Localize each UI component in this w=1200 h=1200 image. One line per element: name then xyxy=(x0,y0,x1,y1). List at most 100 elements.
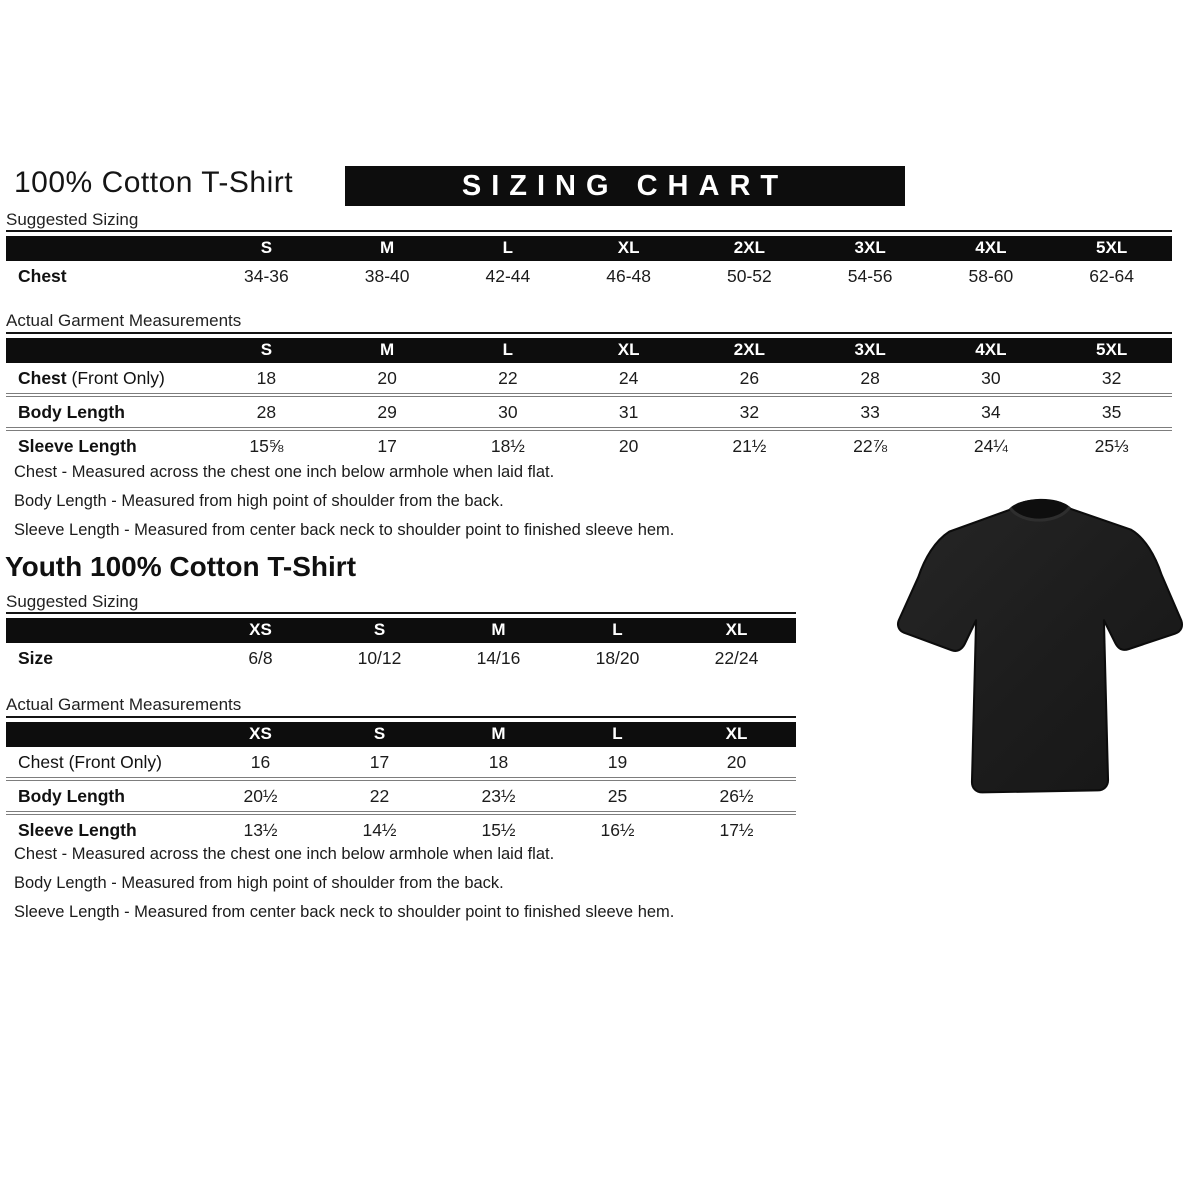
table-cell: 22 xyxy=(498,368,518,388)
column-header: L xyxy=(558,722,677,747)
youth-measurement-notes: Chest - Measured across the chest one in… xyxy=(14,840,674,927)
tshirt-collar-rib xyxy=(1008,505,1072,522)
row-label-suffix: (Front Only) xyxy=(66,368,165,388)
table-header-blank xyxy=(6,236,206,261)
adult-measurement-notes: Chest - Measured across the chest one in… xyxy=(14,458,674,545)
column-header: XL xyxy=(677,722,796,747)
table-cell: 19 xyxy=(607,752,628,772)
table-cell: 62-64 xyxy=(1089,266,1134,286)
sizing-chart-banner: SIZING CHART xyxy=(345,166,905,206)
adult-suggested-sizing-label: Suggested Sizing xyxy=(6,210,139,229)
adult-product-title: 100% Cotton T-Shirt xyxy=(14,166,294,199)
table-cell: 30 xyxy=(447,393,569,427)
row-label-chest-front-only: Chest (Front Only) xyxy=(6,363,206,393)
row-label-body-length: Body Length xyxy=(6,777,201,811)
youth-garment-measurements-label: Actual Garment Measurements xyxy=(6,695,242,714)
row-label-main: Chest xyxy=(18,368,67,388)
table-cell: 17½ xyxy=(677,811,796,845)
column-header: XS xyxy=(201,722,320,747)
youth-suggested-sizing-table: XS S M L XL Size 6/8 10/12 14/16 18/20 2… xyxy=(6,612,796,673)
note-chest: Chest - Measured across the chest one in… xyxy=(14,463,555,481)
table-header-blank xyxy=(6,618,201,643)
youth-suggested-sizing-label: Suggested Sizing xyxy=(6,592,139,611)
column-header: 3XL xyxy=(809,236,931,261)
table-cell: 24 xyxy=(618,368,639,388)
table-header-blank xyxy=(6,722,201,747)
column-header: 4XL xyxy=(930,338,1052,363)
table-cell: 20 xyxy=(377,368,397,388)
table-cell: 25 xyxy=(558,777,677,811)
table-cell: 22⅞ xyxy=(809,427,931,461)
row-label-sleeve-length: Sleeve Length xyxy=(6,427,206,461)
table-cell: 30 xyxy=(981,368,1001,388)
table-cell: 28 xyxy=(206,393,327,427)
column-header: 5XL xyxy=(1051,338,1172,363)
table-cell: 17 xyxy=(326,427,448,461)
table-cell: 38-40 xyxy=(364,266,410,286)
column-header: L xyxy=(447,338,569,363)
column-header: M xyxy=(326,236,448,261)
column-header: L xyxy=(558,618,677,643)
note-sleeve-length: Sleeve Length - Measured from center bac… xyxy=(14,903,675,921)
column-header: S xyxy=(320,618,439,643)
table-cell: 15½ xyxy=(439,811,558,845)
table-cell: 18½ xyxy=(447,427,569,461)
table-cell: 18 xyxy=(488,752,509,772)
table-cell: 22/24 xyxy=(714,648,759,668)
table-cell: 33 xyxy=(809,393,931,427)
table-cell: 58-60 xyxy=(968,266,1014,286)
adult-garment-measurements-table: S M L XL 2XL 3XL 4XL 5XL Chest (Front On… xyxy=(6,332,1172,461)
table-cell: 54-56 xyxy=(847,266,893,286)
table-cell: 42-44 xyxy=(485,266,531,286)
row-label-sleeve-length: Sleeve Length xyxy=(6,811,201,845)
column-header: S xyxy=(320,722,439,747)
row-label-size: Size xyxy=(18,648,54,668)
sizing-chart-banner-label: SIZING CHART xyxy=(461,169,789,202)
table-cell: 13½ xyxy=(201,811,320,845)
tshirt-collar-shape xyxy=(1010,499,1070,521)
column-header: L xyxy=(447,236,569,261)
youth-garment-measurements-table: XS S M L XL Chest (Front Only) 16 17 18 … xyxy=(6,716,796,845)
table-cell: 16½ xyxy=(558,811,677,845)
table-cell: 31 xyxy=(568,393,689,427)
table-cell: 25⅓ xyxy=(1051,427,1172,461)
table-cell: 34 xyxy=(930,393,1052,427)
tshirt-body-shape xyxy=(896,498,1184,794)
table-cell: 23½ xyxy=(439,777,558,811)
table-cell: 26½ xyxy=(677,777,796,811)
column-header: XL xyxy=(677,618,796,643)
adult-suggested-sizing-table: S M L XL 2XL 3XL 4XL 5XL Chest 34-36 38-… xyxy=(6,230,1172,291)
table-cell: 14/16 xyxy=(476,648,521,668)
table-cell: 26 xyxy=(739,368,760,388)
column-header: 2XL xyxy=(689,236,810,261)
table-cell: 20 xyxy=(568,427,689,461)
table-cell: 16 xyxy=(250,752,271,772)
table-cell: 15⅝ xyxy=(206,427,327,461)
table-cell: 22 xyxy=(320,777,439,811)
note-body-length: Body Length - Measured from high point o… xyxy=(14,492,504,510)
column-header: XS xyxy=(201,618,320,643)
adult-garment-measurements-label: Actual Garment Measurements xyxy=(6,311,242,330)
table-cell: 18 xyxy=(256,368,277,388)
table-cell: 6/8 xyxy=(248,648,273,668)
table-cell: 34-36 xyxy=(243,266,289,286)
column-header: M xyxy=(326,338,448,363)
table-cell: 18/20 xyxy=(595,648,640,668)
table-cell: 32 xyxy=(1101,368,1122,388)
table-cell: 20½ xyxy=(201,777,320,811)
note-sleeve-length: Sleeve Length - Measured from center bac… xyxy=(14,521,675,539)
column-header: 4XL xyxy=(930,236,1052,261)
column-header: 5XL xyxy=(1051,236,1172,261)
row-label-body-length: Body Length xyxy=(6,393,206,427)
table-cell: 35 xyxy=(1051,393,1172,427)
table-header-blank xyxy=(6,338,206,363)
note-chest: Chest - Measured across the chest one in… xyxy=(14,845,555,863)
table-cell: 50-52 xyxy=(726,266,772,286)
column-header: 2XL xyxy=(689,338,810,363)
table-cell: 24¼ xyxy=(930,427,1052,461)
table-cell: 29 xyxy=(326,393,448,427)
table-cell: 21½ xyxy=(689,427,810,461)
table-cell: 20 xyxy=(726,752,747,772)
column-header: M xyxy=(439,722,558,747)
